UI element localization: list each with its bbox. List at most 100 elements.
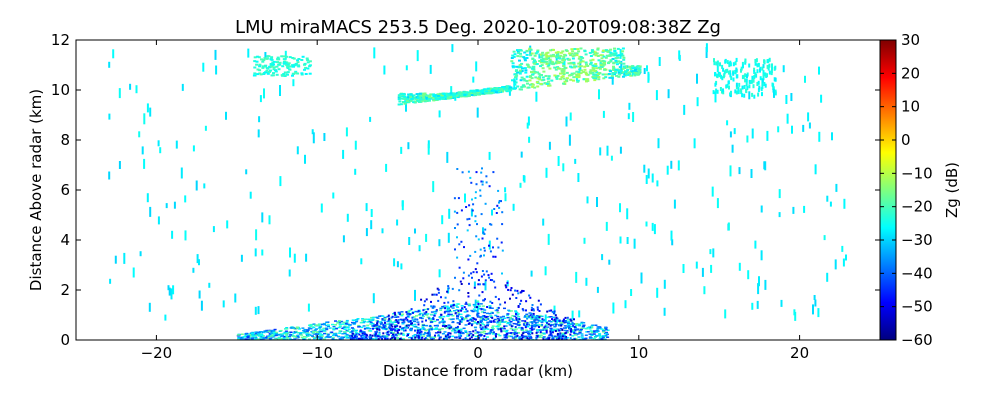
reflectivity-cell bbox=[326, 324, 330, 326]
reflectivity-cell bbox=[622, 75, 625, 78]
reflectivity-cell bbox=[443, 331, 447, 333]
reflectivity-cell bbox=[573, 318, 575, 321]
reflectivity-cell bbox=[439, 96, 443, 98]
reflectivity-cell bbox=[458, 335, 460, 338]
reflectivity-cell bbox=[523, 51, 527, 54]
reflectivity-cell bbox=[296, 336, 300, 338]
reflectivity-cell bbox=[271, 334, 275, 336]
reflectivity-cell bbox=[519, 182, 522, 188]
reflectivity-cell bbox=[520, 86, 524, 89]
reflectivity-cell bbox=[539, 331, 542, 334]
reflectivity-cell bbox=[458, 323, 461, 325]
reflectivity-cell bbox=[770, 71, 773, 76]
reflectivity-cell bbox=[749, 80, 752, 84]
reflectivity-cell bbox=[141, 146, 144, 155]
reflectivity-cell bbox=[435, 328, 439, 330]
reflectivity-cell bbox=[492, 331, 495, 334]
reflectivity-cell bbox=[159, 147, 162, 154]
reflectivity-cell bbox=[310, 331, 314, 333]
reflectivity-cell bbox=[481, 237, 484, 240]
reflectivity-cell bbox=[763, 59, 766, 64]
reflectivity-cell bbox=[403, 102, 407, 105]
reflectivity-cell bbox=[614, 68, 618, 71]
reflectivity-cell bbox=[478, 337, 481, 339]
reflectivity-cell bbox=[497, 298, 500, 301]
reflectivity-cell bbox=[514, 70, 518, 73]
reflectivity-cell bbox=[506, 316, 510, 319]
reflectivity-cell bbox=[578, 324, 582, 327]
reflectivity-cell bbox=[596, 48, 600, 51]
reflectivity-cell bbox=[361, 332, 364, 335]
reflectivity-cell bbox=[391, 315, 394, 318]
reflectivity-cell bbox=[492, 337, 496, 339]
reflectivity-cell bbox=[596, 197, 598, 207]
reflectivity-cell bbox=[530, 270, 533, 277]
reflectivity-cell bbox=[487, 274, 490, 277]
reflectivity-cell bbox=[347, 328, 351, 331]
reflectivity-cell bbox=[353, 336, 356, 338]
reflectivity-cell bbox=[523, 324, 526, 326]
reflectivity-cell bbox=[612, 52, 616, 55]
reflectivity-cell bbox=[543, 326, 546, 329]
reflectivity-cell bbox=[505, 314, 509, 317]
reflectivity-cell bbox=[300, 72, 304, 75]
reflectivity-cell bbox=[693, 138, 696, 149]
reflectivity-cell bbox=[771, 66, 773, 71]
reflectivity-cell bbox=[406, 320, 410, 322]
reflectivity-cell bbox=[486, 306, 489, 308]
reflectivity-cell bbox=[559, 332, 562, 335]
reflectivity-cell bbox=[628, 65, 632, 68]
reflectivity-cell bbox=[291, 64, 295, 67]
reflectivity-cell bbox=[479, 189, 482, 192]
reflectivity-cell bbox=[545, 338, 548, 340]
reflectivity-cell bbox=[710, 264, 713, 273]
reflectivity-cell bbox=[345, 321, 349, 323]
reflectivity-cell bbox=[456, 256, 459, 259]
reflectivity-cell bbox=[305, 333, 309, 335]
reflectivity-cell bbox=[595, 329, 599, 332]
reflectivity-cell bbox=[562, 333, 565, 335]
reflectivity-cell bbox=[517, 321, 520, 324]
reflectivity-cell bbox=[520, 88, 523, 91]
reflectivity-cell bbox=[614, 59, 618, 62]
reflectivity-cell bbox=[523, 59, 527, 62]
reflectivity-cell bbox=[823, 235, 826, 241]
reflectivity-cell bbox=[433, 314, 436, 317]
reflectivity-cell bbox=[266, 67, 270, 70]
reflectivity-cell bbox=[306, 67, 310, 70]
reflectivity-cell bbox=[375, 331, 378, 334]
reflectivity-cell bbox=[293, 335, 297, 338]
reflectivity-cell bbox=[444, 296, 447, 299]
reflectivity-cell bbox=[323, 330, 327, 332]
reflectivity-cell bbox=[582, 78, 586, 81]
reflectivity-cell bbox=[594, 324, 598, 326]
reflectivity-cell bbox=[336, 322, 340, 324]
reflectivity-cell bbox=[351, 332, 354, 335]
reflectivity-cell bbox=[381, 315, 385, 317]
reflectivity-cell bbox=[308, 64, 312, 67]
reflectivity-cell bbox=[561, 321, 565, 324]
reflectivity-cell bbox=[495, 309, 498, 312]
reflectivity-cell bbox=[592, 53, 596, 56]
reflectivity-cell bbox=[577, 71, 581, 74]
reflectivity-cell bbox=[369, 334, 372, 337]
reflectivity-cell bbox=[734, 69, 737, 74]
reflectivity-cell bbox=[338, 323, 342, 326]
reflectivity-cell bbox=[584, 71, 588, 74]
reflectivity-cell bbox=[499, 87, 503, 90]
reflectivity-cell bbox=[609, 70, 612, 73]
reflectivity-cell bbox=[447, 313, 451, 315]
reflectivity-cell bbox=[259, 95, 262, 103]
reflectivity-cell bbox=[204, 125, 207, 131]
reflectivity-cell bbox=[497, 189, 500, 192]
reflectivity-cell bbox=[361, 334, 364, 336]
reflectivity-cell bbox=[278, 61, 282, 64]
reflectivity-cell bbox=[282, 338, 286, 340]
reflectivity-cell bbox=[778, 189, 781, 199]
reflectivity-cell bbox=[490, 329, 494, 331]
colorbar-tick-label: 30 bbox=[901, 31, 920, 49]
reflectivity-cell bbox=[473, 304, 477, 306]
reflectivity-cell bbox=[459, 331, 462, 334]
reflectivity-cell bbox=[520, 299, 523, 302]
reflectivity-cell bbox=[530, 71, 533, 74]
